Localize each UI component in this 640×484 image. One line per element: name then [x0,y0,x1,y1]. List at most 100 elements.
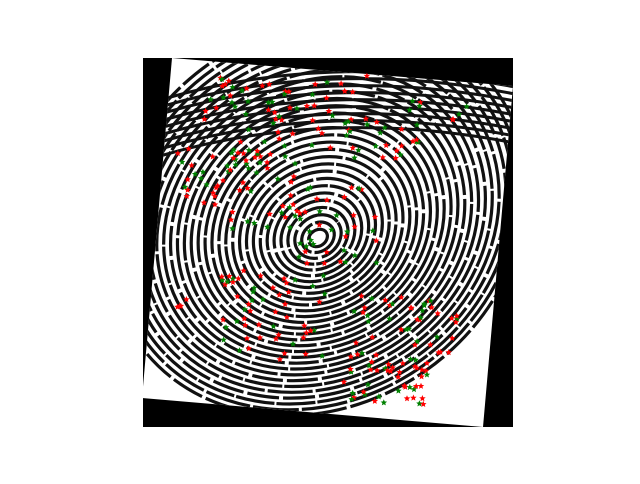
minutia-marker-green [259,296,267,303]
minutia-marker-green [380,399,388,406]
minutia-marker-red [210,189,217,196]
minutia-marker-red [242,157,250,164]
minutia-marker-green [244,218,251,225]
minutia-marker-red [351,223,358,230]
minutia-marker-red [211,201,219,208]
ridge-line [217,133,419,325]
minutia-marker-red [354,351,361,358]
minutia-marker-red [427,341,434,348]
minutia-marker-red [227,166,234,173]
minutia-marker-red [230,154,237,161]
minutia-marker-red [352,339,360,346]
minutia-marker-red [307,327,314,334]
minutia-marker-green [292,212,299,219]
minutia-marker-red [419,395,426,402]
minutia-marker-red [323,248,330,255]
minutia-marker-green [463,103,470,110]
minutia-marker-red [286,104,294,111]
minutia-marker-red [348,184,355,191]
ridge-line [159,105,513,137]
minutia-marker-red [283,279,290,286]
minutia-marker-red [423,359,431,366]
minutia-marker-red [362,115,370,122]
minutia-marker-red [290,201,297,208]
minutia-marker-red [413,136,420,143]
minutia-marker-green [372,142,379,149]
minutia-marker-red [449,116,456,123]
minutia-marker-green [348,395,355,403]
ridge-line [279,198,357,272]
minutia-marker-green [310,240,317,247]
minutia-marker-green [344,228,351,235]
ridge-line [203,118,433,336]
minutia-marker-green [453,315,461,322]
minutia-marker-red [337,80,345,87]
minutia-marker-green [365,318,372,325]
minutia-marker-green [244,98,252,105]
minutia-marker-red [417,382,425,389]
minutia-marker-red [283,313,291,320]
minutia-marker-red [213,104,220,111]
minutia-marker-green [328,226,335,233]
minutia-marker-red [379,154,386,161]
minutia-marker-red [280,275,288,282]
minutia-marker-red [267,150,274,157]
minutia-marker-red [201,115,208,122]
minutia-marker-red [243,85,250,92]
minutia-marker-red [392,154,399,161]
minutia-marker-green [355,185,363,192]
minutia-marker-red [403,395,411,402]
minutia-marker-red [184,186,191,193]
minutia-marker-red [398,326,405,333]
ridge-line [293,213,343,260]
minutia-marker-red [373,118,380,125]
minutia-marker-red [276,135,283,142]
minutia-marker-red [219,82,226,89]
minutia-marker-green [243,160,250,167]
minutia-marker-green [264,223,271,230]
minutia-marker-red [254,147,261,154]
minutia-marker-red [278,116,285,123]
minutia-marker-green [358,349,366,356]
minutia-marker-red [417,99,424,106]
minutiae-markers [174,72,470,407]
minutia-marker-green [340,247,348,254]
minutia-marker-green [181,183,189,190]
minutia-marker-red [382,296,389,303]
minutia-marker-red [382,141,390,149]
minutia-marker-red [396,368,403,375]
ridge-line [159,98,513,130]
minutia-marker-green [397,151,404,158]
minutia-marker-red [422,367,430,374]
minutia-marker-green [238,87,246,94]
minutia-marker-red [316,298,323,305]
ridge-line [159,77,513,109]
minutia-marker-red [349,144,356,151]
minutia-marker-green [409,97,416,104]
minutia-marker-red [272,335,280,342]
minutia-marker-red [323,94,330,101]
minutia-marker-green [311,327,318,334]
minutia-marker-green [348,368,355,375]
minutia-marker-red [244,184,251,191]
minutia-marker-red [245,300,252,307]
ridge-line [159,119,513,151]
minutia-marker-red [288,178,295,185]
minutia-marker-red [301,208,309,215]
minutia-marker-red [445,349,452,356]
minutia-marker-green [232,161,239,168]
minutia-marker-green [350,308,358,315]
minutia-marker-red [361,304,368,311]
minutia-marker-red [371,213,379,220]
minutia-marker-green [256,159,264,166]
minutia-marker-green [219,276,226,283]
minutia-marker-green [229,225,236,232]
minutia-marker-red [321,260,328,267]
minutia-marker-green [306,228,313,235]
minutia-marker-red [264,164,271,171]
minutia-marker-green [364,312,371,319]
minutia-marker-red [347,365,354,372]
minutia-marker-green [236,347,243,354]
minutia-marker-red [401,382,408,389]
